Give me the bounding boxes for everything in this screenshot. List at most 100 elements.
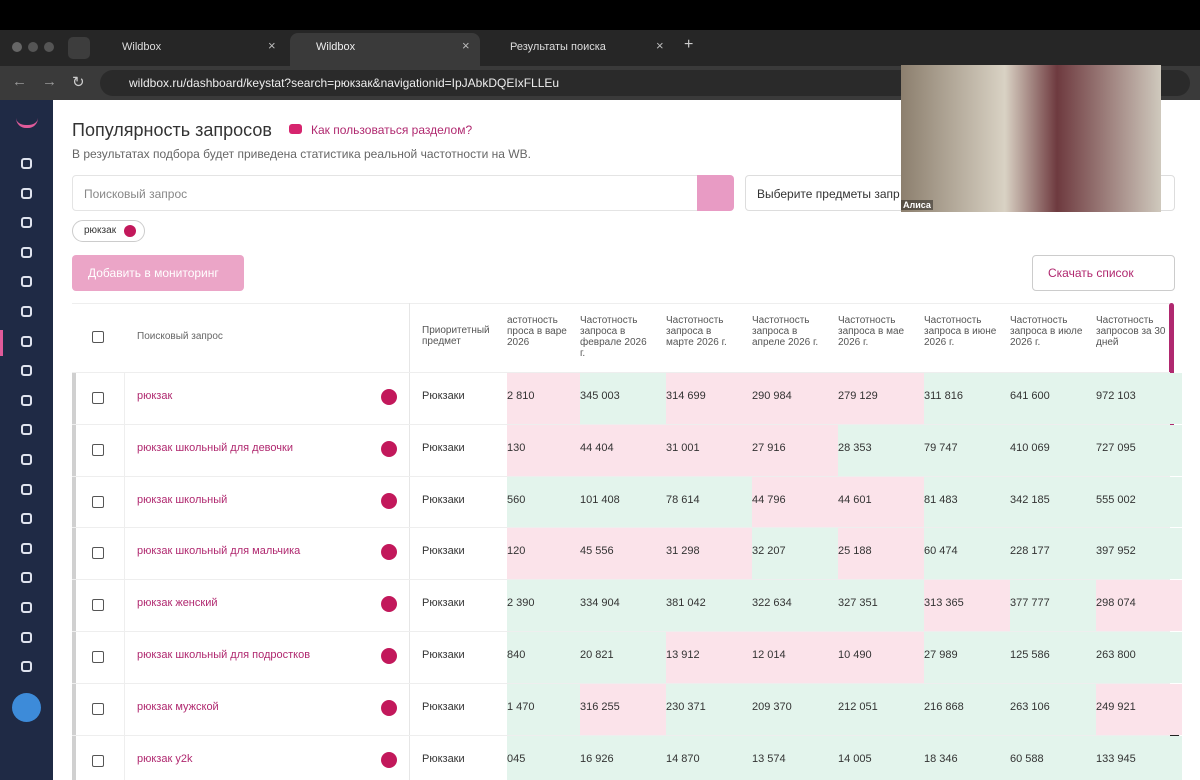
- sidebar-icon[interactable]: [21, 483, 32, 495]
- sidebar-icon[interactable]: [21, 513, 32, 525]
- tab-close[interactable]: ×: [268, 38, 276, 53]
- subject: Рюкзаки: [422, 649, 465, 661]
- cell-value: 13 574: [752, 752, 786, 765]
- query-link[interactable]: рюкзак женский: [137, 597, 218, 610]
- sidebar-icon[interactable]: [21, 335, 32, 347]
- subject-select-text: Выберите предметы запр: [757, 187, 900, 201]
- row-divider: [72, 475, 1170, 477]
- row-checkbox[interactable]: [92, 495, 104, 508]
- cell-value: 322 634: [752, 597, 792, 610]
- cell-value: 31 001: [666, 441, 700, 454]
- search-button[interactable]: [697, 175, 734, 211]
- query-link[interactable]: рюкзак y2k: [137, 752, 193, 765]
- add-button-label: Добавить в мониторинг: [88, 266, 219, 280]
- cell-value: 249 921: [1096, 700, 1136, 713]
- cell-value: 44 601: [838, 493, 872, 506]
- subject: Рюкзаки: [422, 597, 465, 610]
- cell-value: 60 588: [1010, 752, 1044, 765]
- chip[interactable]: [72, 220, 145, 242]
- reload-button[interactable]: ↻: [72, 74, 85, 91]
- window-dot[interactable]: [12, 42, 22, 52]
- tab-menu[interactable]: [68, 37, 90, 59]
- sidebar-icon[interactable]: [21, 631, 32, 643]
- sidebar-icon[interactable]: [21, 217, 32, 229]
- window-dot[interactable]: [44, 42, 54, 52]
- sidebar-icon[interactable]: [21, 158, 32, 169]
- query-link[interactable]: рюкзак школьный для мальчика: [137, 545, 301, 558]
- query-link[interactable]: рюкзак школьный для подростков: [137, 649, 311, 661]
- window-dot[interactable]: [28, 42, 38, 52]
- logo[interactable]: [16, 118, 38, 128]
- row-checkbox[interactable]: [92, 443, 104, 456]
- chip-remove[interactable]: [124, 225, 136, 237]
- sidebar-icon[interactable]: [21, 424, 32, 436]
- cell-bg: [752, 424, 838, 476]
- link-icon[interactable]: [381, 751, 397, 768]
- chip-label: рюкзак: [84, 225, 117, 236]
- query-link[interactable]: рюкзак мужской: [137, 700, 219, 713]
- cell-value: 555 002: [1096, 493, 1136, 506]
- back-button[interactable]: ←: [12, 73, 27, 90]
- row-checkbox[interactable]: [92, 547, 104, 560]
- cell-value: 209 370: [752, 700, 792, 713]
- help-link[interactable]: Как пользоваться разделом?: [311, 123, 473, 137]
- cell-bg: [924, 476, 1010, 528]
- subject: Рюкзаки: [422, 493, 465, 506]
- row-checkbox[interactable]: [92, 702, 104, 715]
- sidebar-icon[interactable]: [21, 306, 32, 317]
- link-icon[interactable]: [381, 596, 397, 613]
- cell-value: 60 474: [924, 545, 958, 558]
- sidebar-icon[interactable]: [21, 187, 32, 199]
- tab-title[interactable]: Результаты поиска: [510, 41, 606, 53]
- cell-value: 381 042: [666, 597, 706, 610]
- sidebar-icon[interactable]: [21, 454, 32, 465]
- active-tab[interactable]: [290, 33, 480, 66]
- sidebar-icon[interactable]: [21, 602, 32, 613]
- cell-value: 78 614: [666, 493, 700, 506]
- query-link[interactable]: рюкзак школьный: [137, 493, 228, 506]
- cell-value: 327 351: [838, 597, 878, 610]
- cell-bg: [507, 424, 593, 476]
- cell-value: 2 810: [507, 390, 535, 402]
- new-tab[interactable]: +: [684, 36, 694, 53]
- download-button[interactable]: [1032, 255, 1175, 291]
- sidebar-icon[interactable]: [21, 365, 32, 377]
- sidebar-icon[interactable]: [21, 661, 32, 673]
- row-checkbox[interactable]: [92, 599, 104, 612]
- link-icon[interactable]: [381, 492, 397, 509]
- row-checkbox[interactable]: [92, 392, 104, 404]
- link-icon[interactable]: [381, 699, 397, 716]
- query-link[interactable]: рюкзак: [137, 390, 173, 402]
- row-checkbox[interactable]: [92, 754, 104, 767]
- forward-button[interactable]: →: [42, 73, 57, 90]
- cell-bg: [752, 373, 838, 424]
- tab-title[interactable]: Wildbox: [122, 41, 162, 53]
- column-divider: [409, 303, 410, 780]
- sidebar-icon[interactable]: [21, 572, 32, 584]
- cell-bg: [580, 373, 666, 424]
- add-button[interactable]: [72, 255, 244, 291]
- sidebar-icon[interactable]: [21, 394, 32, 406]
- tab-close[interactable]: ×: [656, 38, 664, 53]
- query-link[interactable]: рюкзак школьный для девочки: [137, 441, 293, 454]
- cell-bg: [507, 683, 593, 735]
- tab-title[interactable]: Wildbox: [316, 41, 356, 53]
- cell-bg: [1010, 528, 1096, 580]
- cell-bg: [838, 580, 924, 631]
- header-checkbox[interactable]: [92, 331, 104, 343]
- link-icon[interactable]: [381, 544, 397, 561]
- youtube-icon: [289, 124, 302, 134]
- sidebar-icon[interactable]: [21, 276, 32, 288]
- row-checkbox[interactable]: [92, 651, 104, 663]
- table-header: астотность проса в варе 2026: [507, 315, 567, 348]
- link-icon[interactable]: [381, 648, 397, 664]
- tab-close[interactable]: ×: [462, 38, 470, 53]
- sidebar-icon[interactable]: [21, 246, 32, 258]
- link-icon[interactable]: [381, 440, 397, 457]
- cell-value: 641 600: [1010, 390, 1050, 402]
- link-icon[interactable]: [381, 389, 397, 405]
- cell-bg: [1096, 424, 1182, 476]
- telegram-button[interactable]: [12, 693, 41, 722]
- sidebar-icon[interactable]: [21, 542, 32, 554]
- row-divider: [72, 734, 1170, 736]
